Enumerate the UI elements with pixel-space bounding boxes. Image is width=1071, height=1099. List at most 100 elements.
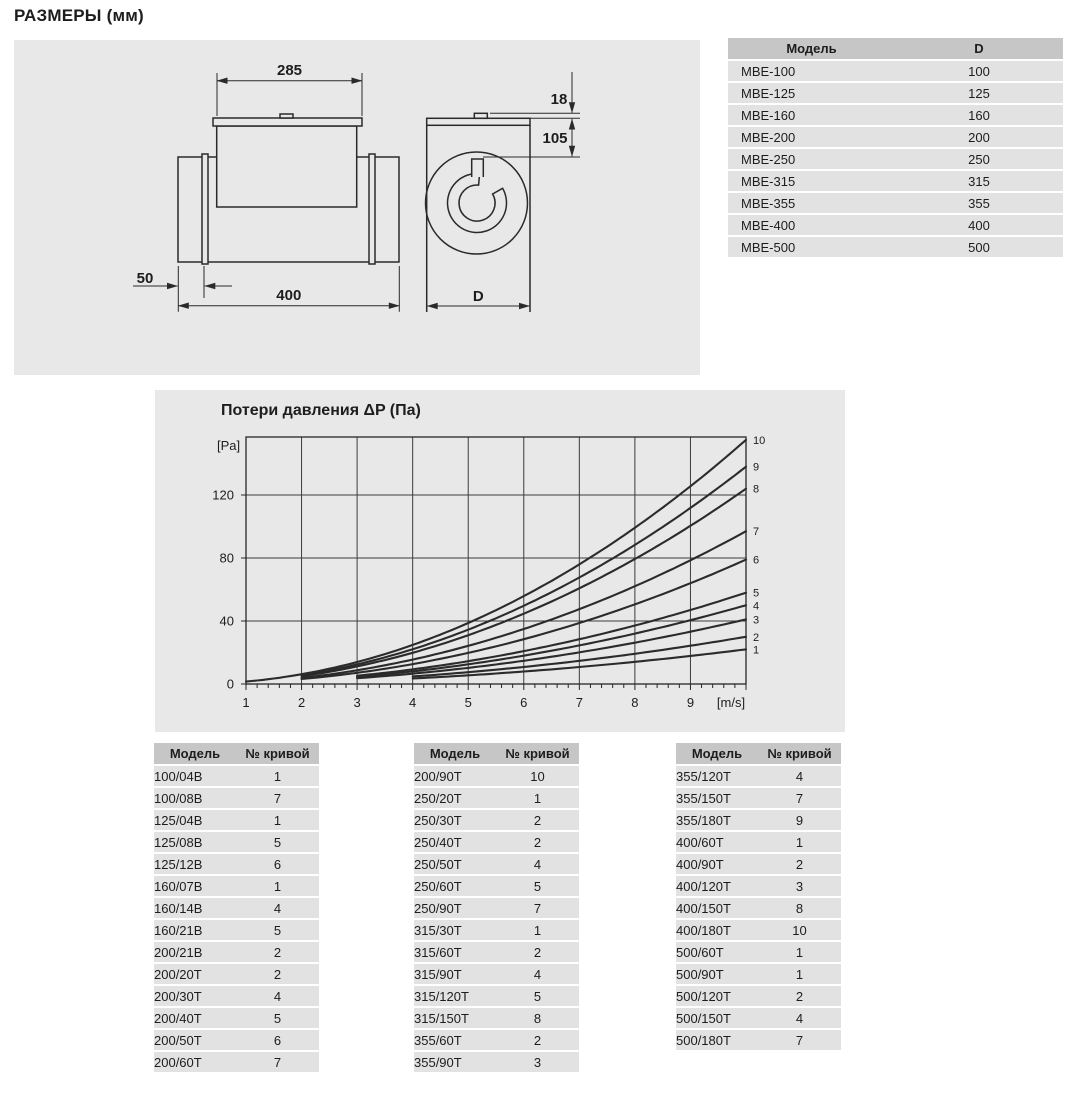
curve-4	[356, 604, 748, 678]
table-row: 100/08B 7	[154, 788, 319, 808]
table-row: 355/180T 9	[676, 810, 841, 830]
page-title: РАЗМЕРЫ (мм)	[14, 6, 144, 25]
table-row: 315/60T 2	[414, 942, 579, 962]
model-cell: 500/60T	[676, 942, 758, 962]
model-cell: 355/120T	[676, 766, 758, 786]
table-row: 500/120T 2	[676, 986, 841, 1006]
table-row: MBE-400 400	[728, 215, 1063, 235]
x-tick-label: 8	[631, 695, 638, 710]
model-cell: 160/07B	[154, 876, 236, 896]
table-row: 100/04B 1	[154, 766, 319, 786]
table-row: 250/20T 1	[414, 788, 579, 808]
value-cell: 1	[757, 964, 841, 984]
model-cell: 125/04B	[154, 810, 236, 830]
model-cell: MBE-160	[728, 105, 895, 125]
value-cell: 3	[757, 876, 841, 896]
curve-6	[300, 558, 748, 681]
model-cell: 200/90T	[414, 766, 496, 786]
model-cell: 160/14B	[154, 898, 236, 918]
y-tick-label: 120	[212, 488, 234, 503]
model-cell: 400/150T	[676, 898, 758, 918]
table-row: MBE-250 250	[728, 149, 1063, 169]
value-cell: 5	[495, 986, 579, 1006]
value-cell: 315	[894, 171, 1063, 191]
table-row: 500/90T 1	[676, 964, 841, 984]
x-tick-label: 3	[353, 695, 360, 710]
table-row: 400/60T 1	[676, 832, 841, 852]
table-row: 200/21B 2	[154, 942, 319, 962]
model-cell: 250/60T	[414, 876, 496, 896]
column-header: № кривой	[495, 743, 579, 764]
curve-10	[244, 438, 748, 683]
curve-2	[411, 635, 748, 678]
table-row: 125/12B 6	[154, 854, 319, 874]
value-cell: 4	[757, 766, 841, 786]
side-view	[177, 113, 400, 265]
value-cell: 125	[894, 83, 1063, 103]
model-cell: 315/150T	[414, 1008, 496, 1028]
value-cell: 6	[235, 854, 319, 874]
value-cell: 1	[495, 920, 579, 940]
value-cell: 5	[235, 832, 319, 852]
dimension-lines	[133, 72, 580, 312]
model-cell: MBE-125	[728, 83, 895, 103]
value-cell: 2	[757, 986, 841, 1006]
table-row: 315/150T 8	[414, 1008, 579, 1028]
model-cell: 355/90T	[414, 1052, 496, 1072]
model-cell: 250/30T	[414, 810, 496, 830]
curve-label-2: 2	[753, 632, 759, 644]
table-row: 355/120T 4	[676, 766, 841, 786]
value-cell: 160	[894, 105, 1063, 125]
model-cell: MBE-315	[728, 171, 895, 191]
model-cell: 315/30T	[414, 920, 496, 940]
table-row: MBE-100 100	[728, 61, 1063, 81]
model-cell: 400/120T	[676, 876, 758, 896]
table-row: 250/30T 2	[414, 810, 579, 830]
table-row: 500/150T 4	[676, 1008, 841, 1028]
value-cell: 355	[894, 193, 1063, 213]
table-row: MBE-500 500	[728, 237, 1063, 257]
table-row: MBE-160 160	[728, 105, 1063, 125]
x-axis-unit: [m/s]	[717, 695, 745, 710]
value-cell: 1	[495, 788, 579, 808]
model-cell: 400/180T	[676, 920, 758, 940]
y-tick-label: 0	[227, 677, 234, 692]
table-row: 200/20T 2	[154, 964, 319, 984]
column-header: № кривой	[235, 743, 319, 764]
value-cell: 2	[495, 810, 579, 830]
model-cell: 200/21B	[154, 942, 236, 962]
column-header: № кривой	[757, 743, 841, 764]
model-cell: 500/180T	[676, 1030, 758, 1050]
value-cell: 1	[235, 876, 319, 896]
table-row: 400/90T 2	[676, 854, 841, 874]
y-axis-unit: [Pa]	[217, 438, 240, 453]
value-cell: 5	[235, 920, 319, 940]
table-row: 250/60T 5	[414, 876, 579, 896]
value-cell: 10	[495, 766, 579, 786]
table-row: 160/14B 4	[154, 898, 319, 918]
table-row: 160/21B 5	[154, 920, 319, 940]
model-cell: 355/180T	[676, 810, 758, 830]
value-cell: 200	[894, 127, 1063, 147]
model-cell: 200/60T	[154, 1052, 236, 1072]
model-cell: MBE-355	[728, 193, 895, 213]
table-row: 250/50T 4	[414, 854, 579, 874]
column-header: Модель	[728, 38, 895, 59]
value-cell: 2	[757, 854, 841, 874]
table-row: MBE-315 315	[728, 171, 1063, 191]
table-row: 400/150T 8	[676, 898, 841, 918]
value-cell: 4	[495, 964, 579, 984]
curve-label-6: 6	[753, 555, 759, 567]
y-tick-label: 40	[220, 614, 234, 629]
model-cell: 500/150T	[676, 1008, 758, 1028]
model-cell: 500/90T	[676, 964, 758, 984]
value-cell: 2	[235, 964, 319, 984]
model-cell: 250/90T	[414, 898, 496, 918]
y-tick-label: 80	[220, 551, 234, 566]
curve-table-3: Модель № кривой 355/120T 4 355/150T 7 355/180T…	[676, 741, 841, 1052]
curve-5	[356, 591, 748, 677]
model-cell: 100/04B	[154, 766, 236, 786]
table-row: 200/40T 5	[154, 1008, 319, 1028]
